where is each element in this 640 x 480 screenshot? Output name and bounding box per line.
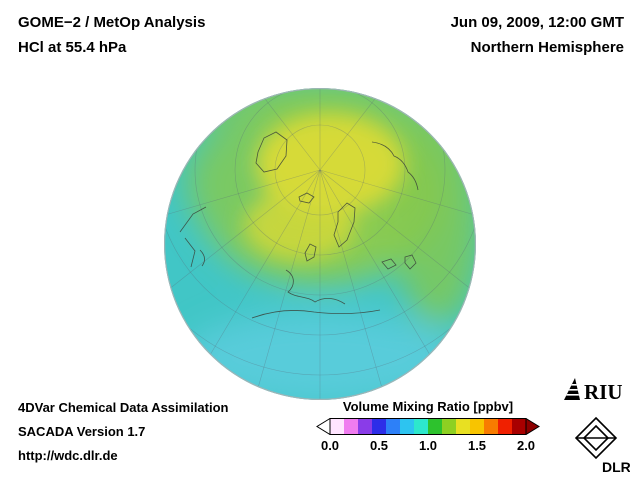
- coastlines: [179, 131, 419, 319]
- dlr-wordmark: DLR: [602, 459, 630, 475]
- riu-sail-stripes: [564, 384, 580, 396]
- colorbar-ticks: 0.0 0.5 1.0 1.5 2.0: [316, 438, 540, 453]
- colorbar-over-arrow: [525, 418, 540, 435]
- footer-credits: 4DVar Chemical Data Assimilation SACADA …: [18, 396, 229, 468]
- data-blob-bottom: [182, 312, 458, 400]
- globe-disc: [164, 88, 476, 400]
- colorbar-block: Volume Mixing Ratio [ppbv] 0.0 0.5 1.0 1…: [316, 399, 540, 453]
- tick-label-3: 1.5: [467, 438, 487, 453]
- globe-rim: [164, 88, 476, 400]
- assimilation-label: 4DVar Chemical Data Assimilation: [18, 400, 229, 415]
- riu-wordmark: RIU: [584, 380, 623, 404]
- datetime-label: Jun 09, 2009, 12:00 GMT: [450, 14, 624, 31]
- analysis-title: GOME−2 / MetOp Analysis: [18, 14, 206, 31]
- tick-label-0: 0.0: [320, 438, 340, 453]
- version-label: SACADA Version 1.7: [18, 424, 146, 439]
- hemisphere-label: Northern Hemisphere: [470, 39, 624, 56]
- header-right: Jun 09, 2009, 12:00 GMT Northern Hemisph…: [451, 10, 624, 60]
- dlr-logo: DLR: [574, 416, 630, 475]
- tick-label-4: 2.0: [516, 438, 536, 453]
- tick-label-1: 0.5: [369, 438, 389, 453]
- level-title: HCl at 55.4 hPa: [18, 39, 127, 56]
- colorbar-frame: [329, 418, 527, 435]
- data-blob-core: [256, 114, 404, 214]
- colorbar-title: Volume Mixing Ratio [ppbv]: [342, 399, 514, 414]
- colorbar-under-arrow: [316, 418, 331, 435]
- riu-logo: RIU: [564, 378, 623, 404]
- data-blob-core2: [245, 190, 355, 260]
- url-label: http://wdc.dlr.de: [18, 448, 118, 463]
- colorbar: [316, 418, 540, 435]
- graticule: [164, 88, 476, 400]
- dlr-emblem-icon: [574, 416, 618, 460]
- data-field-core: [245, 114, 404, 260]
- colorbar-segments: [330, 418, 527, 435]
- header-left: GOME−2 / MetOp Analysis HCl at 55.4 hPa: [18, 10, 205, 60]
- tick-label-2: 1.0: [418, 438, 438, 453]
